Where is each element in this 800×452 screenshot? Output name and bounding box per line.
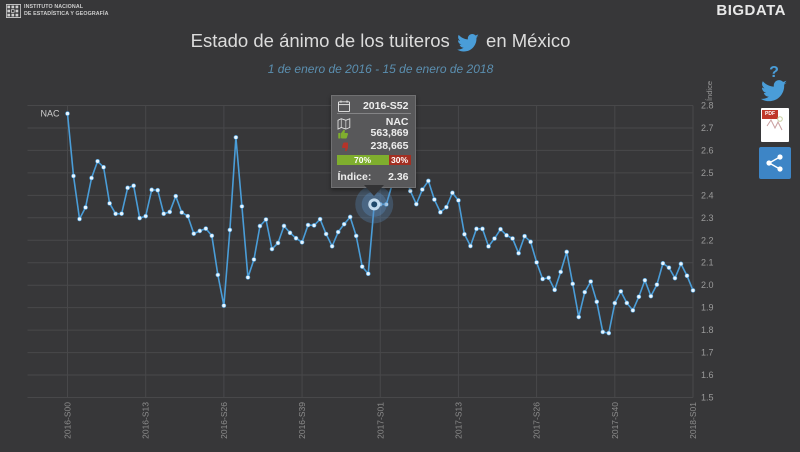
svg-text:2.0: 2.0	[701, 280, 714, 290]
svg-text:2.3: 2.3	[701, 213, 714, 223]
svg-text:2017-S26: 2017-S26	[532, 402, 542, 439]
svg-text:2018-S01: 2018-S01	[688, 402, 698, 439]
svg-text:2016-S13: 2016-S13	[141, 402, 151, 439]
svg-text:Índice: Índice	[705, 81, 714, 101]
svg-text:1.5: 1.5	[701, 393, 714, 403]
svg-text:1.8: 1.8	[701, 325, 714, 335]
svg-text:1.9: 1.9	[701, 303, 714, 313]
svg-text:2017-S01: 2017-S01	[375, 402, 385, 439]
svg-text:2.2: 2.2	[701, 235, 714, 245]
svg-text:2016-S39: 2016-S39	[297, 402, 307, 439]
svg-text:2.4: 2.4	[701, 190, 714, 200]
svg-text:2016-S26: 2016-S26	[219, 402, 229, 439]
svg-text:1.6: 1.6	[701, 370, 714, 380]
svg-text:2.7: 2.7	[701, 123, 714, 133]
svg-text:2016-S00: 2016-S00	[63, 402, 73, 439]
svg-text:NAC: NAC	[40, 109, 60, 119]
svg-text:2017-S40: 2017-S40	[610, 402, 620, 439]
svg-text:2017-S13: 2017-S13	[453, 402, 463, 439]
svg-text:2.1: 2.1	[701, 258, 714, 268]
svg-text:2.5: 2.5	[701, 168, 714, 178]
svg-text:2.8: 2.8	[701, 101, 714, 111]
svg-text:1.7: 1.7	[701, 348, 714, 358]
svg-text:2.6: 2.6	[701, 145, 714, 155]
